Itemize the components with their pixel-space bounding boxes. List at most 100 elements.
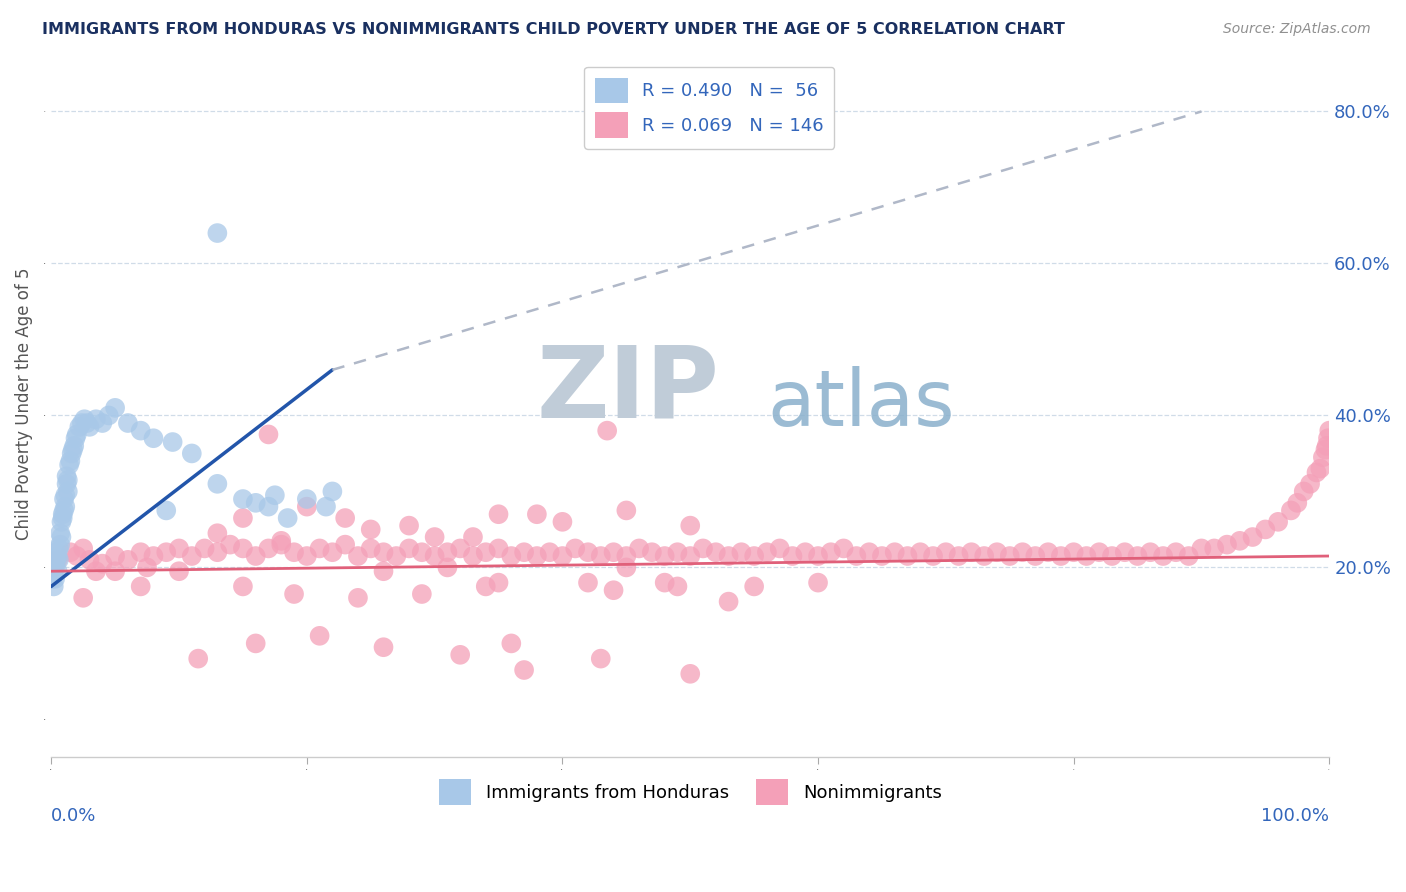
Point — [461, 530, 484, 544]
Point — [295, 549, 318, 563]
Point — [333, 511, 356, 525]
Point — [1292, 484, 1315, 499]
Point — [922, 549, 945, 563]
Point — [162, 435, 184, 450]
Point — [48, 541, 70, 556]
Point — [717, 594, 740, 608]
Point — [679, 666, 702, 681]
Point — [488, 541, 510, 556]
Point — [755, 545, 778, 559]
Point — [513, 663, 536, 677]
Point — [910, 545, 932, 559]
Point — [513, 545, 536, 559]
Point — [1139, 545, 1161, 559]
Point — [295, 491, 318, 506]
Point — [1126, 549, 1149, 563]
Point — [423, 530, 446, 544]
Point — [1241, 530, 1264, 544]
Point — [180, 446, 202, 460]
Point — [70, 416, 93, 430]
Point — [245, 496, 267, 510]
Text: atlas: atlas — [766, 366, 955, 442]
Point — [55, 469, 77, 483]
Point — [333, 538, 356, 552]
Point — [423, 549, 446, 563]
Point — [76, 416, 98, 430]
Point — [52, 507, 75, 521]
Point — [232, 579, 254, 593]
Point — [232, 491, 254, 506]
Point — [270, 533, 292, 548]
Point — [998, 549, 1021, 563]
Point — [654, 549, 676, 563]
Point — [411, 587, 433, 601]
Point — [129, 424, 152, 438]
Point — [42, 579, 65, 593]
Point — [321, 545, 343, 559]
Point — [1309, 461, 1331, 475]
Point — [79, 420, 101, 434]
Point — [1011, 545, 1033, 559]
Point — [46, 553, 69, 567]
Point — [66, 427, 89, 442]
Point — [398, 541, 420, 556]
Point — [436, 545, 458, 559]
Point — [449, 648, 471, 662]
Point — [207, 476, 229, 491]
Point — [411, 545, 433, 559]
Point — [474, 579, 496, 593]
Point — [53, 500, 76, 514]
Text: 100.0%: 100.0% — [1261, 807, 1329, 825]
Point — [155, 545, 177, 559]
Point — [45, 545, 67, 559]
Text: Source: ZipAtlas.com: Source: ZipAtlas.com — [1223, 22, 1371, 37]
Point — [373, 640, 395, 655]
Point — [308, 541, 330, 556]
Point — [782, 549, 804, 563]
Text: IMMIGRANTS FROM HONDURAS VS NONIMMIGRANTS CHILD POVERTY UNDER THE AGE OF 5 CORRE: IMMIGRANTS FROM HONDURAS VS NONIMMIGRANT… — [42, 22, 1066, 37]
Point — [62, 442, 84, 457]
Point — [53, 491, 76, 506]
Point — [104, 564, 127, 578]
Point — [44, 560, 66, 574]
Point — [46, 564, 69, 578]
Point — [1152, 549, 1174, 563]
Point — [277, 511, 299, 525]
Point — [155, 503, 177, 517]
Point — [51, 515, 73, 529]
Point — [257, 541, 280, 556]
Point — [679, 518, 702, 533]
Point — [53, 503, 76, 517]
Point — [245, 549, 267, 563]
Point — [1036, 545, 1059, 559]
Point — [526, 507, 548, 521]
Point — [45, 553, 67, 567]
Point — [373, 545, 395, 559]
Point — [308, 629, 330, 643]
Point — [44, 572, 66, 586]
Point — [461, 549, 484, 563]
Point — [72, 591, 94, 605]
Point — [48, 553, 70, 567]
Point — [1312, 450, 1334, 465]
Point — [704, 545, 727, 559]
Point — [679, 549, 702, 563]
Point — [232, 541, 254, 556]
Point — [65, 431, 87, 445]
Point — [589, 651, 612, 665]
Point — [602, 545, 624, 559]
Point — [1305, 466, 1327, 480]
Point — [730, 545, 752, 559]
Point — [654, 575, 676, 590]
Text: 0.0%: 0.0% — [51, 807, 97, 825]
Point — [142, 431, 165, 445]
Point — [117, 416, 139, 430]
Point — [245, 636, 267, 650]
Point — [167, 541, 190, 556]
Point — [283, 545, 305, 559]
Point — [315, 500, 337, 514]
Point — [436, 560, 458, 574]
Point — [589, 549, 612, 563]
Point — [576, 545, 599, 559]
Point — [769, 541, 792, 556]
